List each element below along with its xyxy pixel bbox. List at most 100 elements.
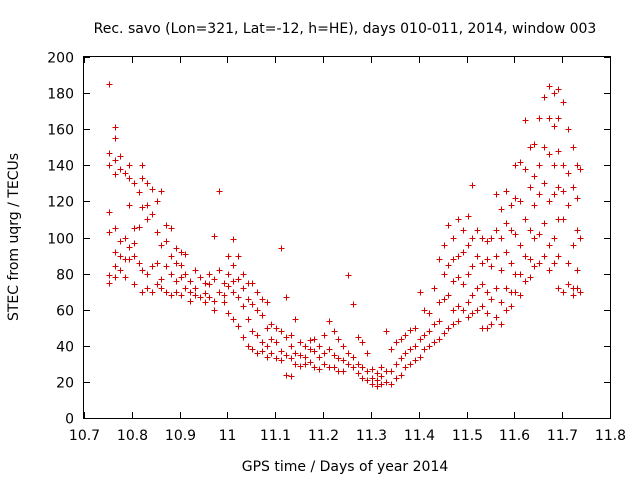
data-point xyxy=(426,343,433,350)
data-point xyxy=(374,383,381,390)
x-tick-label: 11.1 xyxy=(260,428,291,444)
data-point xyxy=(555,86,562,93)
data-point xyxy=(197,294,204,301)
data-point xyxy=(522,253,529,260)
data-point xyxy=(398,336,405,343)
data-point xyxy=(321,350,328,357)
data-point xyxy=(570,292,577,299)
data-point xyxy=(574,162,581,169)
data-point xyxy=(254,350,261,357)
data-point xyxy=(455,274,462,281)
data-point xyxy=(225,283,232,290)
data-point xyxy=(149,211,156,218)
data-point xyxy=(154,198,161,205)
data-point xyxy=(158,276,165,283)
data-point xyxy=(350,301,357,308)
data-point xyxy=(508,303,515,310)
data-point xyxy=(426,328,433,335)
data-point xyxy=(503,188,510,195)
data-point xyxy=(139,162,146,169)
data-point xyxy=(455,216,462,223)
data-point xyxy=(326,346,333,353)
data-point xyxy=(450,307,457,314)
data-point xyxy=(402,332,409,339)
data-point xyxy=(551,123,558,130)
data-point xyxy=(235,276,242,283)
data-point xyxy=(254,289,261,296)
data-point xyxy=(441,296,448,303)
data-point xyxy=(421,307,428,314)
data-point xyxy=(278,328,285,335)
data-point xyxy=(355,334,362,341)
x-tick-label: 10.8 xyxy=(117,428,148,444)
data-point xyxy=(407,346,414,353)
data-point xyxy=(574,227,581,234)
data-point xyxy=(230,236,237,243)
data-point xyxy=(378,373,385,380)
data-point xyxy=(122,170,129,177)
data-point xyxy=(249,346,256,353)
data-point xyxy=(297,352,304,359)
data-point xyxy=(565,260,572,267)
data-point xyxy=(577,289,584,296)
data-point xyxy=(345,350,352,357)
data-point xyxy=(117,166,124,173)
data-point xyxy=(484,238,491,245)
data-point xyxy=(388,368,395,375)
data-point xyxy=(335,355,342,362)
data-point xyxy=(112,249,119,256)
data-point xyxy=(192,267,199,274)
data-point xyxy=(570,184,577,191)
data-point xyxy=(240,303,247,310)
data-point xyxy=(450,321,457,328)
data-point xyxy=(302,354,309,361)
data-point xyxy=(517,292,524,299)
x-tick-label: 11.2 xyxy=(308,428,339,444)
data-point xyxy=(541,220,548,227)
data-point xyxy=(574,267,581,274)
data-point xyxy=(112,263,119,270)
data-point xyxy=(216,289,223,296)
data-point xyxy=(154,229,161,236)
data-point xyxy=(508,202,515,209)
data-point xyxy=(436,256,443,263)
data-point xyxy=(517,159,524,166)
data-point xyxy=(493,227,500,234)
data-point xyxy=(546,151,553,158)
data-point xyxy=(555,115,562,122)
data-point xyxy=(484,256,491,263)
data-point xyxy=(460,307,467,314)
data-point xyxy=(445,262,452,269)
data-point xyxy=(555,148,562,155)
y-tick-label: 80 xyxy=(56,268,74,284)
data-point xyxy=(531,263,538,270)
data-point xyxy=(531,202,538,209)
data-point xyxy=(570,242,577,249)
data-point xyxy=(469,235,476,242)
data-point xyxy=(144,216,151,223)
data-point xyxy=(512,289,519,296)
data-point xyxy=(240,271,247,278)
data-point xyxy=(522,166,529,173)
data-point xyxy=(350,364,357,371)
data-point xyxy=(484,310,491,317)
data-point xyxy=(546,198,553,205)
data-point xyxy=(479,260,486,267)
data-point xyxy=(225,271,232,278)
data-point xyxy=(364,350,371,357)
data-point xyxy=(503,285,510,292)
data-point xyxy=(517,198,524,205)
data-point xyxy=(407,361,414,368)
data-point xyxy=(474,253,481,260)
data-point xyxy=(321,361,328,368)
data-point xyxy=(450,278,457,285)
data-point xyxy=(412,357,419,364)
data-point xyxy=(378,381,385,388)
data-point xyxy=(221,292,228,299)
data-point xyxy=(173,245,180,252)
data-point xyxy=(117,238,124,245)
data-point xyxy=(182,251,189,258)
data-point xyxy=(465,314,472,321)
data-point xyxy=(126,244,133,251)
